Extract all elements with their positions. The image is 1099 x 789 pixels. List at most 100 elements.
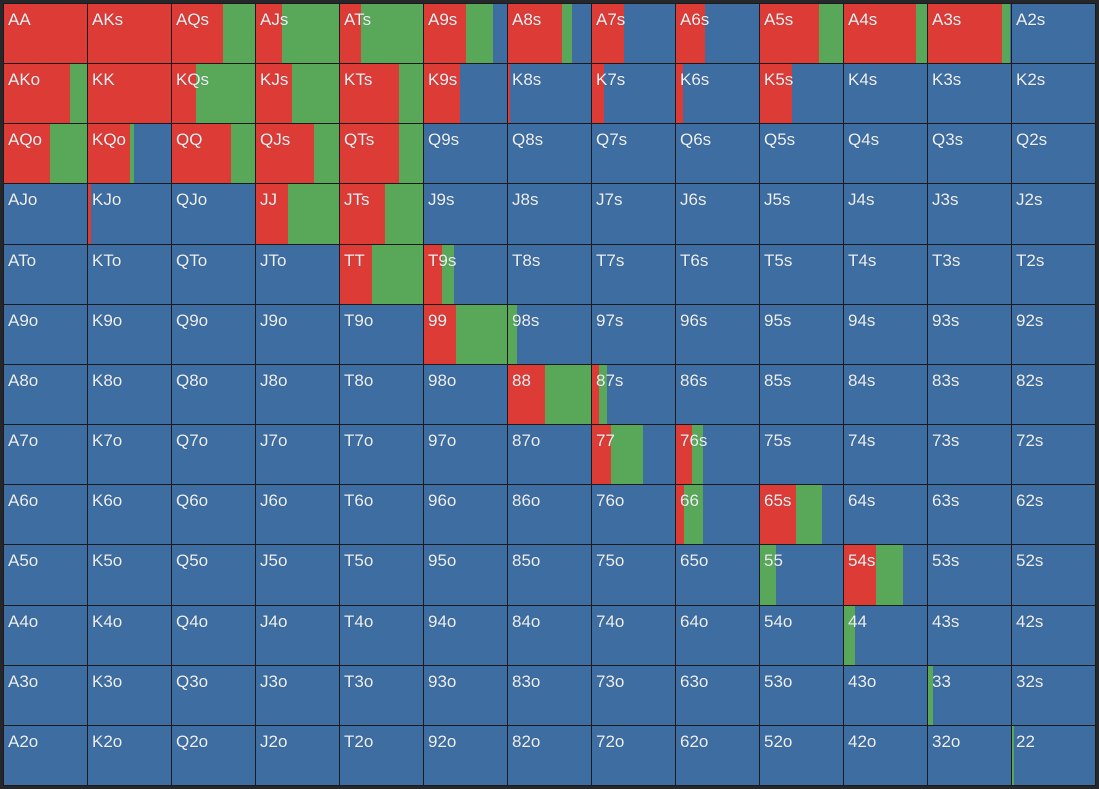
hand-cell[interactable]: J9s [424,184,507,244]
hand-cell[interactable]: 76o [592,485,675,545]
hand-cell[interactable]: 86s [676,364,759,425]
hand-cell[interactable]: J6o [256,485,339,545]
hand-cell[interactable]: 95s [760,304,843,364]
hand-cell[interactable]: QTo [172,244,255,304]
hand-cell[interactable]: 88 [508,364,591,425]
hand-cell[interactable]: KK [88,64,171,124]
hand-cell[interactable]: A8s [508,4,591,64]
hand-cell[interactable]: 63o [676,665,759,725]
hand-cell[interactable]: 54s [844,545,927,605]
hand-cell[interactable]: Q7o [172,425,255,485]
hand-cell[interactable]: K8o [88,364,171,425]
hand-cell[interactable]: K2s [1012,64,1095,124]
hand-cell[interactable]: A3s [928,4,1011,64]
hand-cell[interactable]: AJo [4,184,87,244]
hand-cell[interactable]: 73s [928,425,1011,485]
hand-cell[interactable]: A5o [4,545,87,605]
hand-cell[interactable]: T6o [340,485,423,545]
hand-cell[interactable]: JTo [256,244,339,304]
hand-cell[interactable]: 92s [1012,304,1095,364]
hand-cell[interactable]: 98s [508,304,591,364]
hand-cell[interactable]: J3o [256,665,339,725]
hand-cell[interactable]: J8s [508,184,591,244]
hand-cell[interactable]: K8s [508,64,591,124]
hand-cell[interactable]: Q2o [172,725,255,785]
hand-cell[interactable]: K6o [88,485,171,545]
hand-cell[interactable]: T9o [340,304,423,364]
hand-cell[interactable]: K3s [928,64,1011,124]
hand-cell[interactable]: J9o [256,304,339,364]
hand-cell[interactable]: QJs [256,124,339,184]
hand-cell[interactable]: K2o [88,725,171,785]
hand-cell[interactable]: AJs [256,4,339,64]
hand-cell[interactable]: J8o [256,364,339,425]
hand-cell[interactable]: T7o [340,425,423,485]
hand-cell[interactable]: TT [340,244,423,304]
hand-cell[interactable]: 93s [928,304,1011,364]
hand-cell[interactable]: 86o [508,485,591,545]
hand-cell[interactable]: A7s [592,4,675,64]
hand-cell[interactable]: T8s [508,244,591,304]
hand-cell[interactable]: KJo [88,184,171,244]
hand-cell[interactable]: K9s [424,64,507,124]
hand-cell[interactable]: 85s [760,364,843,425]
hand-cell[interactable]: 87o [508,425,591,485]
hand-cell[interactable]: 74s [844,425,927,485]
hand-cell[interactable]: A2s [1012,4,1095,64]
hand-cell[interactable]: A4s [844,4,927,64]
hand-cell[interactable]: T3s [928,244,1011,304]
hand-cell[interactable]: 66 [676,485,759,545]
hand-cell[interactable]: 64s [844,485,927,545]
hand-cell[interactable]: K9o [88,304,171,364]
hand-cell[interactable]: T4s [844,244,927,304]
hand-cell[interactable]: Q3o [172,665,255,725]
hand-cell[interactable]: Q8s [508,124,591,184]
hand-cell[interactable]: T3o [340,665,423,725]
hand-cell[interactable]: 87s [592,364,675,425]
hand-cell[interactable]: 74o [592,605,675,665]
hand-cell[interactable]: 43o [844,665,927,725]
hand-cell[interactable]: Q6o [172,485,255,545]
hand-cell[interactable]: AQo [4,124,87,184]
hand-cell[interactable]: Q4o [172,605,255,665]
hand-cell[interactable]: ATo [4,244,87,304]
hand-cell[interactable]: 32o [928,725,1011,785]
hand-cell[interactable]: QTs [340,124,423,184]
hand-cell[interactable]: T2o [340,725,423,785]
hand-cell[interactable]: KJs [256,64,339,124]
hand-cell[interactable]: 53s [928,545,1011,605]
hand-cell[interactable]: 85o [508,545,591,605]
hand-cell[interactable]: KQo [88,124,171,184]
hand-cell[interactable]: 33 [928,665,1011,725]
hand-cell[interactable]: QQ [172,124,255,184]
hand-cell[interactable]: A3o [4,665,87,725]
hand-cell[interactable]: T9s [424,244,507,304]
hand-cell[interactable]: A8o [4,364,87,425]
hand-cell[interactable]: J2o [256,725,339,785]
hand-cell[interactable]: Q5o [172,545,255,605]
hand-cell[interactable]: Q5s [760,124,843,184]
hand-cell[interactable]: 94o [424,605,507,665]
hand-cell[interactable]: KQs [172,64,255,124]
hand-cell[interactable]: K5s [760,64,843,124]
hand-cell[interactable]: 55 [760,545,843,605]
hand-cell[interactable]: KTo [88,244,171,304]
hand-cell[interactable]: 97o [424,425,507,485]
hand-cell[interactable]: JJ [256,184,339,244]
hand-cell[interactable]: J6s [676,184,759,244]
hand-cell[interactable]: 42s [1012,605,1095,665]
hand-cell[interactable]: T7s [592,244,675,304]
hand-cell[interactable]: Q7s [592,124,675,184]
hand-cell[interactable]: J5o [256,545,339,605]
hand-cell[interactable]: AA [4,4,87,64]
hand-cell[interactable]: 94s [844,304,927,364]
hand-cell[interactable]: 73o [592,665,675,725]
hand-cell[interactable]: 65s [760,485,843,545]
hand-cell[interactable]: 93o [424,665,507,725]
hand-cell[interactable]: J3s [928,184,1011,244]
hand-cell[interactable]: J4o [256,605,339,665]
hand-cell[interactable]: 99 [424,304,507,364]
hand-cell[interactable]: 96o [424,485,507,545]
hand-cell[interactable]: 75s [760,425,843,485]
hand-cell[interactable]: A2o [4,725,87,785]
